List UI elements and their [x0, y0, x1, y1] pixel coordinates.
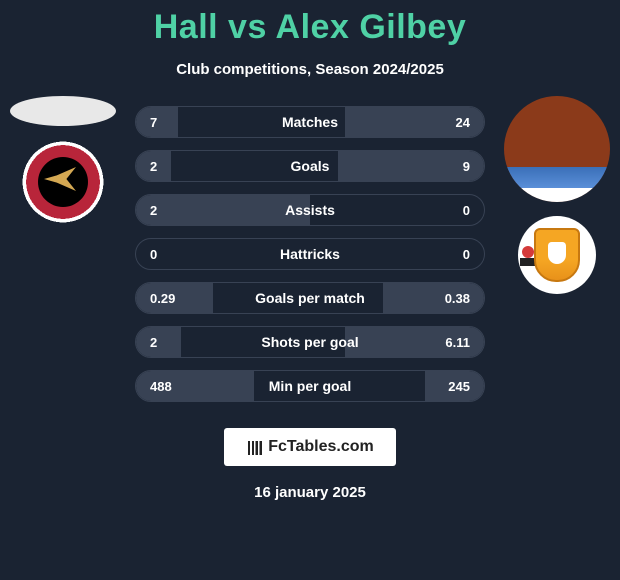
stat-fill-left	[136, 195, 310, 225]
stat-value-left: 488	[150, 379, 172, 394]
stat-value-right: 0	[463, 203, 470, 218]
stat-rows: 7 Matches 24 2 Goals 9 2 Assists 0 0 Hattricks 0 0.2…	[135, 106, 485, 402]
stat-label: Matches	[282, 114, 338, 130]
chart-icon	[246, 439, 264, 455]
stat-value-right: 9	[463, 159, 470, 174]
right-player-column	[502, 96, 612, 294]
club-left-badge	[21, 140, 105, 224]
stat-row: 2 Shots per goal 6.11	[135, 326, 485, 358]
subtitle: Club competitions, Season 2024/2025	[0, 61, 620, 78]
stat-label: Min per goal	[269, 378, 351, 394]
stat-label: Shots per goal	[261, 334, 358, 350]
left-player-column	[8, 96, 118, 224]
stat-value-left: 2	[150, 203, 157, 218]
watermark: FcTables.com	[224, 428, 396, 466]
stat-value-right: 0.38	[445, 291, 470, 306]
club-right-badge	[518, 216, 596, 294]
date-label: 16 january 2025	[0, 484, 620, 501]
stat-fill-left	[136, 327, 181, 357]
stat-row: 488 Min per goal 245	[135, 370, 485, 402]
stat-label: Goals	[291, 158, 330, 174]
stat-row: 2 Goals 9	[135, 150, 485, 182]
stat-value-right: 24	[456, 115, 470, 130]
stat-label: Hattricks	[280, 246, 340, 262]
stat-value-right: 0	[463, 247, 470, 262]
stat-value-left: 7	[150, 115, 157, 130]
stat-value-left: 2	[150, 159, 157, 174]
stat-row: 2 Assists 0	[135, 194, 485, 226]
stat-value-left: 0.29	[150, 291, 175, 306]
player-left-avatar	[10, 96, 116, 126]
stat-row: 0 Hattricks 0	[135, 238, 485, 270]
player-right-avatar	[504, 96, 610, 202]
stat-row: 0.29 Goals per match 0.38	[135, 282, 485, 314]
stat-value-right: 6.11	[445, 335, 470, 350]
stat-label: Goals per match	[255, 290, 365, 306]
stat-row: 7 Matches 24	[135, 106, 485, 138]
stat-value-left: 0	[150, 247, 157, 262]
comparison-panel: 7 Matches 24 2 Goals 9 2 Assists 0 0 Hattricks 0 0.2…	[0, 106, 620, 402]
page-title: Hall vs Alex Gilbey	[0, 0, 620, 47]
watermark-label: FcTables.com	[268, 438, 374, 456]
stat-label: Assists	[285, 202, 335, 218]
stat-value-right: 245	[448, 379, 470, 394]
stat-value-left: 2	[150, 335, 157, 350]
